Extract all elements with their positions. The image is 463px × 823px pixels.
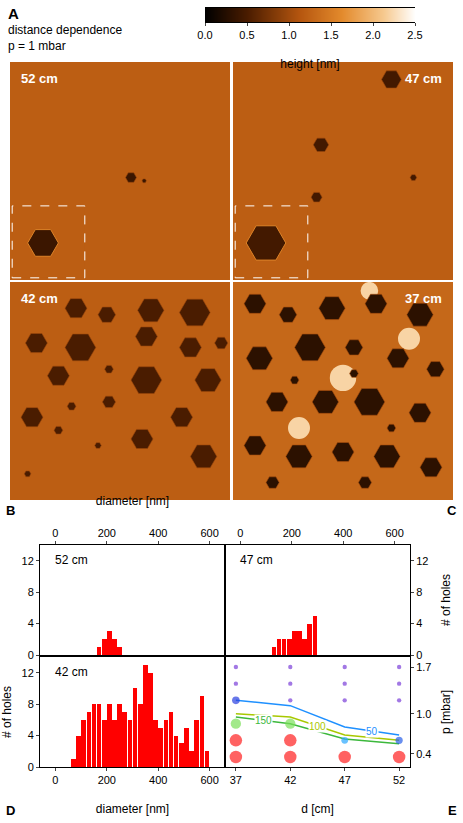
svg-text:0: 0 xyxy=(237,527,243,539)
svg-text:4: 4 xyxy=(28,617,34,629)
svg-text:600: 600 xyxy=(200,527,218,539)
svg-text:52: 52 xyxy=(393,774,405,786)
svg-text:distance dependence: distance dependence xyxy=(8,23,122,37)
svg-text:52 cm: 52 cm xyxy=(21,71,58,86)
svg-text:600: 600 xyxy=(200,774,218,786)
svg-text:0.5: 0.5 xyxy=(239,29,254,41)
svg-text:d [cm]: d [cm] xyxy=(301,802,334,816)
svg-text:37 cm: 37 cm xyxy=(405,291,442,306)
svg-text:42 cm: 42 cm xyxy=(55,665,88,679)
svg-text:2.5: 2.5 xyxy=(407,29,422,41)
svg-text:4: 4 xyxy=(416,617,422,629)
svg-text:diameter [nm]: diameter [nm] xyxy=(96,802,169,816)
svg-text:4: 4 xyxy=(28,729,34,741)
svg-text:p = 1 mbar: p = 1 mbar xyxy=(8,39,66,53)
svg-text:2.0: 2.0 xyxy=(365,29,380,41)
svg-text:42 cm: 42 cm xyxy=(21,291,58,306)
svg-text:47 cm: 47 cm xyxy=(405,71,442,86)
svg-text:52 cm: 52 cm xyxy=(55,553,88,567)
svg-text:A: A xyxy=(8,5,19,22)
svg-text:150: 150 xyxy=(255,715,272,726)
svg-text:0: 0 xyxy=(416,649,422,661)
svg-text:0.4: 0.4 xyxy=(416,748,431,760)
svg-text:# of holes: # of holes xyxy=(439,574,453,626)
svg-text:12: 12 xyxy=(22,667,34,679)
svg-text:200: 200 xyxy=(98,774,116,786)
svg-text:1.5: 1.5 xyxy=(323,29,338,41)
svg-text:400: 400 xyxy=(334,527,352,539)
svg-text:E: E xyxy=(448,803,457,818)
svg-text:0: 0 xyxy=(52,527,58,539)
svg-text:100: 100 xyxy=(309,721,326,732)
svg-text:47 cm: 47 cm xyxy=(240,553,273,567)
svg-text:8: 8 xyxy=(28,698,34,710)
svg-text:12: 12 xyxy=(416,555,428,567)
svg-text:37: 37 xyxy=(230,774,242,786)
svg-text:600: 600 xyxy=(385,527,403,539)
svg-text:B: B xyxy=(6,503,15,518)
svg-text:C: C xyxy=(447,503,457,518)
svg-text:12: 12 xyxy=(22,555,34,567)
svg-text:8: 8 xyxy=(416,586,422,598)
svg-text:400: 400 xyxy=(149,527,167,539)
svg-text:50: 50 xyxy=(366,726,378,737)
svg-text:# of holes: # of holes xyxy=(0,686,14,738)
svg-text:8: 8 xyxy=(28,586,34,598)
svg-text:200: 200 xyxy=(283,527,301,539)
svg-text:1.7: 1.7 xyxy=(416,661,431,673)
svg-text:1.0: 1.0 xyxy=(416,708,431,720)
svg-text:D: D xyxy=(6,803,15,818)
svg-text:0.0: 0.0 xyxy=(197,29,212,41)
svg-text:400: 400 xyxy=(149,774,167,786)
svg-text:42: 42 xyxy=(284,774,296,786)
svg-text:1.0: 1.0 xyxy=(281,29,296,41)
svg-text:height [nm]: height [nm] xyxy=(280,57,339,71)
svg-text:diameter [nm]: diameter [nm] xyxy=(96,494,169,508)
svg-text:0: 0 xyxy=(28,649,34,661)
svg-text:47: 47 xyxy=(339,774,351,786)
svg-text:0: 0 xyxy=(28,761,34,773)
svg-text:0: 0 xyxy=(52,774,58,786)
svg-text:p [mbar]: p [mbar] xyxy=(439,690,453,734)
svg-text:200: 200 xyxy=(98,527,116,539)
